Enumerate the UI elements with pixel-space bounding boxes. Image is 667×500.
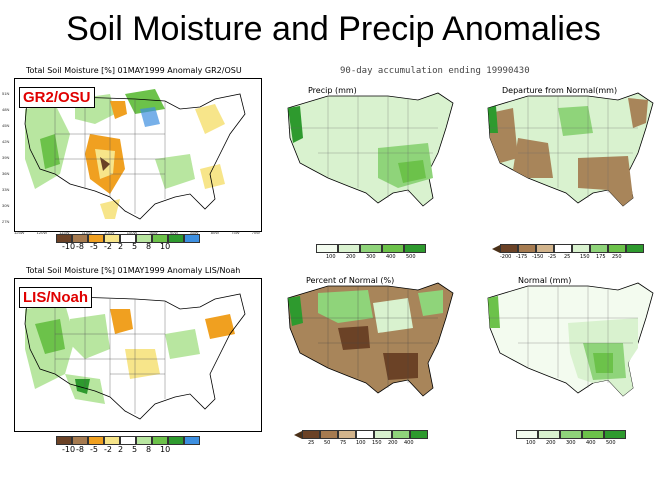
panel-header: Total Soil Moisture [%] 01MAY1999 Anomal… <box>26 266 241 275</box>
map-title: Percent of Normal (%) <box>306 276 395 285</box>
colorbar-departure <box>492 244 644 253</box>
map-title: Precip (mm) <box>308 86 357 95</box>
model-tag-lis: LIS/Noah <box>19 287 93 308</box>
precip-map-panel: Precip (mm) 100 200 300 400 500 <box>278 78 458 260</box>
colorbar-labels-normal: 100 200 300 400 500 <box>526 440 616 446</box>
panel-header: Total Soil Moisture [%] 01MAY1999 Anomal… <box>26 66 242 75</box>
soil-moisture-panel-gr2: Total Soil Moisture [%] 01MAY1999 Anomal… <box>8 64 262 251</box>
colorbar-labels-lis: -10-8 -5 -2 2 5 8 10 <box>62 445 171 454</box>
normal-us-map <box>487 282 654 397</box>
map-title: Departure from Normal(mm) <box>502 86 618 95</box>
departure-us-map <box>487 92 654 207</box>
slide-title: Soil Moisture and Precip Anomalies <box>66 10 601 48</box>
colorbar-labels-percent: 25 50 75 100 150 200 400 <box>308 440 414 446</box>
lat-labels-top: 51N 48N 45N 42N 39N 36N 33N 30N 27N <box>2 91 10 224</box>
lon-labels-top: 125W 120W 115W 110W 105W 100W 95W 90W 85W 80W 75W 7… <box>14 230 260 235</box>
colorbar-lis <box>56 436 200 445</box>
colorbar-gr2 <box>56 234 200 243</box>
us-map-lis <box>24 293 246 420</box>
colorbar-precip <box>308 244 426 253</box>
colorbar-labels-departure: -200 -175 -150 -25 25 150 175 250 <box>500 254 622 260</box>
soil-moisture-map: GR2/OSU <box>14 78 262 232</box>
accumulation-subtitle: 90-day accumulation ending 19990430 <box>340 66 530 76</box>
colorbar-percent <box>294 430 428 439</box>
precip-us-map <box>287 92 454 207</box>
model-tag-gr2: GR2/OSU <box>19 87 95 108</box>
percent-normal-map-panel: Percent of Normal (%) 25 50 75 100 150 200 400 <box>278 268 458 448</box>
normal-map-panel: Normal (mm) 100 200 300 400 500 <box>478 268 658 448</box>
us-map-gr2 <box>24 89 246 220</box>
colorbar-labels-precip: 100 200 300 400 500 <box>326 254 416 260</box>
colorbar-normal <box>508 430 626 439</box>
soil-moisture-map: LIS/Noah <box>14 278 262 432</box>
colorbar-labels-gr2: -10-8 -5 -2 2 5 8 10 <box>62 242 171 251</box>
map-title: Normal (mm) <box>518 276 572 285</box>
percent-us-map <box>287 282 454 397</box>
departure-map-panel: Departure from Normal(mm) -200 -175 -150 -2… <box>478 78 658 260</box>
soil-moisture-panel-lis: Total Soil Moisture [%] 01MAY1999 Anomal… <box>8 264 262 460</box>
